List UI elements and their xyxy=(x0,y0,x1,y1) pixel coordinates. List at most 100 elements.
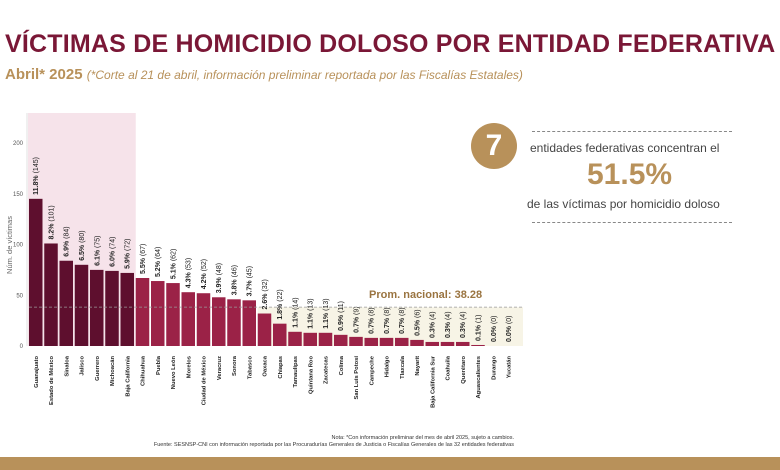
category-label: Aguascalientes xyxy=(476,356,482,399)
bar-campeche xyxy=(364,337,378,346)
y-tick-label: 0 xyxy=(20,344,24,350)
bar-hidalgo xyxy=(379,337,394,346)
data-label: 0.7% (9) xyxy=(354,306,361,332)
bar-veracruz xyxy=(212,297,226,346)
category-label: Yucatán xyxy=(507,356,513,379)
data-label: 0.7% (8) xyxy=(384,307,391,333)
bar-ciudad-de-méxico xyxy=(196,293,211,346)
category-label: Ciudad de México xyxy=(202,356,208,406)
category-label: Nuevo León xyxy=(171,356,177,390)
bar-san-luis-potosí xyxy=(349,336,363,346)
category-label: Guanajuato xyxy=(34,356,40,388)
y-tick-label: 150 xyxy=(13,192,24,198)
category-label: Tabasco xyxy=(247,356,253,380)
category-label: Estado de México xyxy=(49,356,55,405)
category-label: Hidalgo xyxy=(385,356,391,378)
count-badge: 7 xyxy=(471,123,517,169)
category-label: Michoacán xyxy=(110,356,116,386)
data-label: 5.1% (62) xyxy=(171,249,178,279)
callout-percent: 51.5% xyxy=(587,158,673,191)
category-label: Tamaulipas xyxy=(293,356,299,387)
period: Abril* 2025 xyxy=(5,66,83,83)
category-label: Zacatecas xyxy=(324,356,330,384)
data-label: 6.0% (74) xyxy=(110,237,117,267)
bar-colima xyxy=(334,334,348,346)
category-label: Querétaro xyxy=(461,356,467,384)
bar-michoacán xyxy=(105,270,119,346)
bar-quintana-roo xyxy=(303,332,317,346)
data-label: 2.6% (32) xyxy=(262,279,269,309)
bar-baja-california xyxy=(120,272,134,346)
category-label: Tlaxcala xyxy=(400,355,406,379)
bar-coahuila xyxy=(440,341,455,346)
category-label: Oaxaca xyxy=(263,355,269,376)
divider xyxy=(532,222,732,223)
bar-sinaloa xyxy=(59,260,73,346)
category-label: Durango xyxy=(491,356,497,380)
data-label: 0.0% (0) xyxy=(491,316,498,342)
bar-nayarit xyxy=(410,339,424,346)
category-label: Baja California xyxy=(125,355,131,396)
note-text: Nota: *Con información preliminar del me… xyxy=(331,435,514,441)
bar-chihuahua xyxy=(135,277,150,346)
category-label: Colima xyxy=(339,355,345,375)
source-text: Fuente: SESNSP-CNI con información repor… xyxy=(153,442,514,448)
category-label: Baja California Sur xyxy=(430,355,436,408)
bar-puebla xyxy=(151,281,165,346)
average-label: Prom. nacional: 38.28 xyxy=(369,289,482,301)
category-label: Morelos xyxy=(186,356,192,378)
bar-baja-california-sur xyxy=(425,341,439,346)
category-label: Quintana Roo xyxy=(308,356,314,394)
data-label: 0.9% (11) xyxy=(338,301,345,331)
callout-line1: entidades federativas concentran el xyxy=(530,141,720,155)
data-label: 0.0% (0) xyxy=(506,316,513,342)
data-label: 11.8% (145) xyxy=(33,157,40,195)
data-label: 0.7% (8) xyxy=(399,307,406,333)
divider xyxy=(532,131,732,132)
data-label: 4.3% (53) xyxy=(186,258,193,288)
bar-zacatecas xyxy=(318,332,333,346)
data-label: 1.8% (22) xyxy=(277,289,284,319)
category-label: Veracruz xyxy=(217,356,223,380)
bar-guanajuato xyxy=(29,198,43,346)
bar-tlaxcala xyxy=(395,337,409,346)
category-label: Sonora xyxy=(232,355,238,376)
page-title: VÍCTIMAS DE HOMICIDIO DOLOSO POR ENTIDAD… xyxy=(5,30,776,58)
category-label: Guerrero xyxy=(95,356,101,381)
data-label: 1.1% (13) xyxy=(323,298,330,328)
subtitle-note: (*Corte al 21 de abril, información prel… xyxy=(86,68,523,82)
bar-nuevo-león xyxy=(166,283,180,346)
bar-oaxaca xyxy=(257,313,272,346)
data-label: 1.1% (14) xyxy=(293,297,300,327)
data-label: 3.7% (45) xyxy=(247,266,254,296)
y-tick-label: 50 xyxy=(16,293,23,299)
callout-line2: de las víctimas por homicidio doloso xyxy=(527,197,720,211)
category-label: Sinaloa xyxy=(64,355,70,376)
data-label: 0.3% (4) xyxy=(430,311,437,337)
data-label: 0.3% (4) xyxy=(460,311,467,337)
category-label: San Luis Potosí xyxy=(354,356,360,400)
y-axis-title: Núm. de víctimas xyxy=(5,216,14,274)
bar-jalisco xyxy=(74,264,89,346)
bar-tamaulipas xyxy=(288,331,302,346)
category-label: Nayarit xyxy=(415,356,421,376)
y-tick-label: 200 xyxy=(13,141,24,147)
bar-chiapas xyxy=(273,323,287,346)
data-label: 6.9% (84) xyxy=(64,226,71,256)
data-label: 0.5% (6) xyxy=(415,309,422,335)
bar-sonora xyxy=(227,299,241,346)
data-label: 3.9% (48) xyxy=(216,263,223,293)
category-label: Jalisco xyxy=(80,356,86,376)
category-label: Coahuila xyxy=(446,355,452,380)
data-label: 3.8% (46) xyxy=(232,265,239,295)
data-label: 6.1% (75) xyxy=(94,236,101,266)
subtitle: Abril* 2025 (*Corte al 21 de abril, info… xyxy=(5,66,523,83)
category-label: Puebla xyxy=(156,355,162,375)
bar-aguascalientes xyxy=(471,344,485,346)
data-label: 5.2% (64) xyxy=(155,247,162,277)
data-label: 0.7% (8) xyxy=(369,307,376,333)
bar-guerrero xyxy=(90,269,104,346)
data-label: 8.2% (101) xyxy=(49,205,56,239)
category-label: Chihuahua xyxy=(141,355,147,386)
